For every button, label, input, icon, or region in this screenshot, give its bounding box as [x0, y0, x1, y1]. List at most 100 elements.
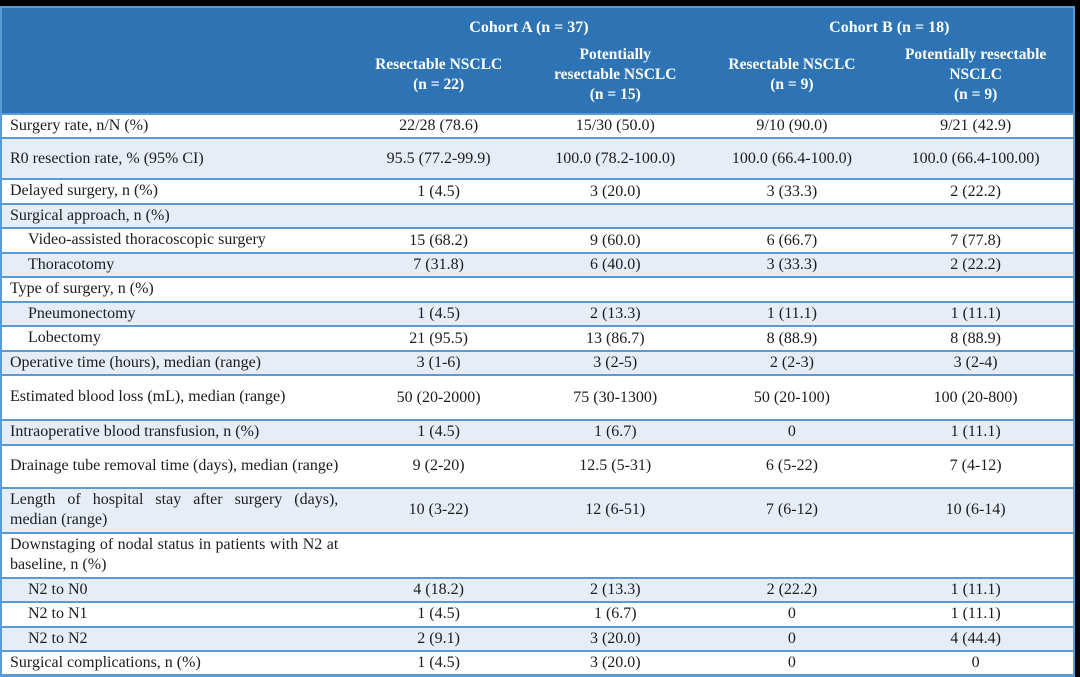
- value-cell: 1 (11.1): [878, 419, 1074, 445]
- row-label: Surgical complications, n (%): [1, 649, 353, 676]
- surgery-outcomes-table: Cohort A (n = 37) Cohort B (n = 18) Rese…: [0, 6, 1075, 677]
- table-row: R0 resection rate, % (95% CI) 95.5 (77.2-…: [1, 137, 1074, 180]
- table-row: Pneumonectomy 1 (4.5) 2 (13.3) 1 (11.1) 1 (1…: [1, 300, 1074, 327]
- cohort-header-row: Cohort A (n = 37) Cohort B (n = 18): [1, 7, 1074, 114]
- value-cell: 12.5 (5-31): [524, 443, 706, 488]
- row-label: Intraoperative blood transfusion, n (%): [1, 419, 353, 445]
- value-cell: 4 (18.2): [352, 576, 525, 603]
- value-cell: [705, 276, 879, 302]
- value-cell: 1 (6.7): [524, 601, 706, 627]
- value-cell: 1 (11.1): [705, 300, 879, 327]
- row-label: N2 to N1: [1, 601, 353, 627]
- value-cell: 100 (20-800): [878, 374, 1074, 421]
- cohort-a-header: Cohort A (n = 37): [352, 7, 706, 37]
- value-cell: 3 (1-6): [352, 349, 525, 376]
- value-cell: 7 (77.8): [878, 227, 1074, 253]
- column-name: Resectable NSCLC: [375, 55, 503, 73]
- table-frame: Cohort A (n = 37) Cohort B (n = 18) Rese…: [0, 6, 1075, 677]
- value-cell: 2 (9.1): [352, 625, 525, 651]
- table-row: Length of hospital stay after surgery (d…: [1, 486, 1074, 533]
- row-label: R0 resection rate, % (95% CI): [1, 137, 353, 180]
- value-cell: 3 (33.3): [705, 251, 879, 278]
- row-label: Surgical approach, n (%): [1, 202, 353, 229]
- value-cell: 0: [705, 419, 879, 445]
- table-row: Surgical approach, n (%): [1, 202, 1074, 229]
- table-row: Drainage tube removal time (days), media…: [1, 443, 1074, 488]
- column-name: Resectable NSCLC: [728, 55, 856, 73]
- value-cell: 15/30 (50.0): [524, 112, 706, 139]
- column-header-potentially-resectable-a: Potentially resectable NSCLC (n = 15): [524, 37, 706, 114]
- value-cell: 1 (4.5): [352, 601, 525, 627]
- value-cell: [705, 531, 879, 578]
- value-cell: 50 (20-2000): [352, 374, 525, 421]
- value-cell: [524, 276, 706, 302]
- value-cell: 8 (88.9): [705, 325, 879, 351]
- table-row: Estimated blood loss (mL), median (range…: [1, 374, 1074, 421]
- table-row: Surgery rate, n/N (%) 22/28 (78.6) 15/30 (…: [1, 112, 1074, 139]
- value-cell: 9 (2-20): [352, 443, 525, 488]
- value-cell: 3 (2-4): [878, 349, 1074, 376]
- table-row: N2 to N0 4 (18.2) 2 (13.3) 2 (22.2) 1 (11.1): [1, 576, 1074, 603]
- table-row: Downstaging of nodal status in patients …: [1, 531, 1074, 578]
- value-cell: 7 (4-12): [878, 443, 1074, 488]
- column-n: (n = 15): [589, 86, 641, 104]
- column-n: (n = 22): [413, 76, 465, 93]
- value-cell: 100.0 (78.2-100.0): [524, 137, 706, 180]
- value-cell: 1 (4.5): [352, 300, 525, 327]
- value-cell: 3 (20.0): [524, 625, 706, 651]
- value-cell: 21 (95.5): [352, 325, 525, 351]
- value-cell: 3 (33.3): [705, 178, 879, 204]
- column-name: Potentially resectable NSCLC: [904, 45, 1047, 83]
- row-label: Operative time (hours), median (range): [1, 349, 353, 376]
- row-label: Delayed surgery, n (%): [1, 178, 353, 204]
- value-cell: 0: [705, 649, 879, 676]
- value-cell: 6 (40.0): [524, 251, 706, 278]
- value-cell: [524, 202, 706, 229]
- table-row: Delayed surgery, n (%) 1 (4.5) 3 (20.0) 3 (…: [1, 178, 1074, 204]
- value-cell: 4 (44.4): [878, 625, 1074, 651]
- row-label: Type of surgery, n (%): [1, 276, 353, 302]
- column-n: (n = 9): [770, 76, 814, 93]
- row-label: Length of hospital stay after surgery (d…: [1, 486, 353, 533]
- table-row: Surgical complications, n (%) 1 (4.5) 3 (2…: [1, 649, 1074, 676]
- value-cell: 0: [878, 649, 1074, 676]
- value-cell: [352, 276, 525, 302]
- value-cell: [878, 202, 1074, 229]
- value-cell: [878, 276, 1074, 302]
- row-label: Drainage tube removal time (days), media…: [1, 443, 353, 488]
- value-cell: 2 (22.2): [705, 576, 879, 603]
- value-cell: 3 (2-5): [524, 349, 706, 376]
- cohort-b-header: Cohort B (n = 18): [705, 7, 1074, 37]
- column-header-resectable-b: Resectable NSCLC (n = 9): [705, 37, 879, 114]
- table-row: Intraoperative blood transfusion, n (%) 1…: [1, 419, 1074, 445]
- value-cell: 8 (88.9): [878, 325, 1074, 351]
- column-header-potentially-resectable-b: Potentially resectable NSCLC (n = 9): [878, 37, 1074, 114]
- column-n: (n = 9): [953, 86, 998, 104]
- value-cell: [705, 202, 879, 229]
- value-cell: 3 (20.0): [524, 178, 706, 204]
- row-label: Surgery rate, n/N (%): [1, 112, 353, 139]
- value-cell: 50 (20-100): [705, 374, 879, 421]
- value-cell: 1 (11.1): [878, 576, 1074, 603]
- value-cell: 7 (31.8): [352, 251, 525, 278]
- value-cell: 22/28 (78.6): [352, 112, 525, 139]
- value-cell: [352, 202, 525, 229]
- value-cell: 100.0 (66.4-100.00): [878, 137, 1074, 180]
- value-cell: 1 (6.7): [524, 419, 706, 445]
- value-cell: 100.0 (66.4-100.0): [705, 137, 879, 180]
- table-row: Thoracotomy 7 (31.8) 6 (40.0) 3 (33.3) 2 (22…: [1, 251, 1074, 278]
- value-cell: 95.5 (77.2-99.9): [352, 137, 525, 180]
- value-cell: 9/10 (90.0): [705, 112, 879, 139]
- value-cell: 2 (13.3): [524, 576, 706, 603]
- row-label: Video-assisted thoracoscopic surgery: [1, 227, 353, 253]
- table-row: N2 to N1 1 (4.5) 1 (6.7) 0 1 (11.1): [1, 601, 1074, 627]
- value-cell: 12 (6-51): [524, 486, 706, 533]
- value-cell: 7 (6-12): [705, 486, 879, 533]
- value-cell: 9 (60.0): [524, 227, 706, 253]
- value-cell: [352, 531, 525, 578]
- row-label: Thoracotomy: [1, 251, 353, 278]
- row-label: Downstaging of nodal status in patients …: [1, 531, 353, 578]
- value-cell: 2 (2-3): [705, 349, 879, 376]
- value-cell: 0: [705, 625, 879, 651]
- value-cell: 10 (3-22): [352, 486, 525, 533]
